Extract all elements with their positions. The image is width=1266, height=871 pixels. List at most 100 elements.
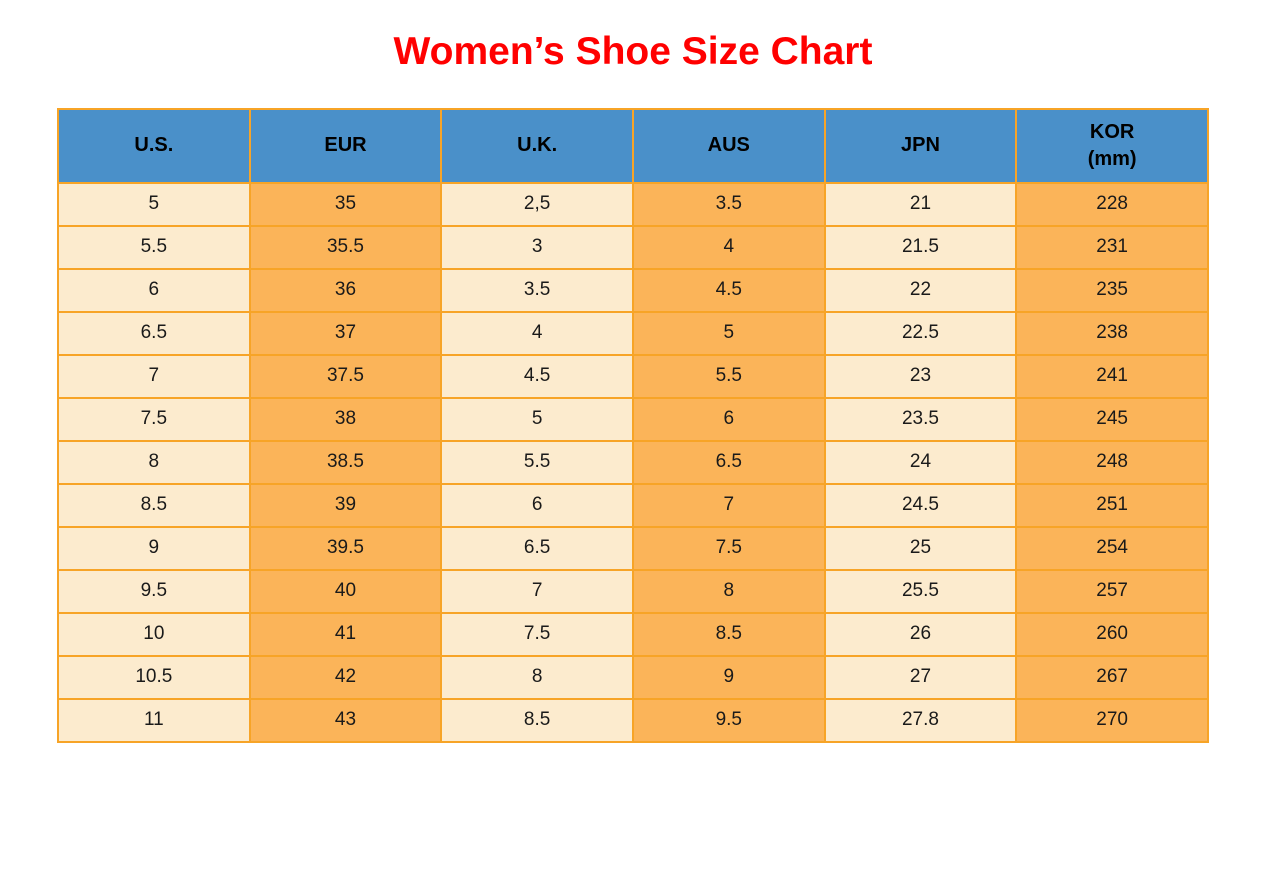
cell-kor: 248 <box>1015 439 1209 485</box>
cell-aus: 6 <box>631 396 826 442</box>
cell-eur: 41 <box>248 611 443 657</box>
table-row: 5 35 2,5 3.5 21 228 <box>57 181 1209 227</box>
table-row: 7.5 38 5 6 23.5 245 <box>57 396 1209 442</box>
table-row: 11 43 8.5 9.5 27.8 270 <box>57 697 1209 743</box>
cell-kor: 228 <box>1015 181 1209 227</box>
cell-jpn: 23 <box>823 353 1018 399</box>
cell-uk: 8 <box>440 654 634 700</box>
cell-aus: 7 <box>631 482 826 528</box>
cell-uk: 3.5 <box>440 267 634 313</box>
table-row: 5.5 35.5 3 4 21.5 231 <box>57 224 1209 270</box>
cell-jpn: 27.8 <box>823 697 1018 743</box>
column-header-kor-sublabel: (mm) <box>1087 147 1137 170</box>
column-header-jpn: JPN <box>823 107 1018 184</box>
cell-jpn: 21.5 <box>823 224 1018 270</box>
cell-eur: 38 <box>248 396 443 442</box>
column-header-kor: KOR (mm) <box>1015 107 1209 184</box>
cell-jpn: 25.5 <box>823 568 1018 614</box>
cell-us: 9.5 <box>57 568 251 614</box>
cell-kor: 241 <box>1015 353 1209 399</box>
cell-kor: 257 <box>1015 568 1209 614</box>
cell-uk: 4.5 <box>440 353 634 399</box>
cell-jpn: 26 <box>823 611 1018 657</box>
table-row: 7 37.5 4.5 5.5 23 241 <box>57 353 1209 399</box>
cell-jpn: 27 <box>823 654 1018 700</box>
cell-us: 10 <box>57 611 251 657</box>
cell-us: 10.5 <box>57 654 251 700</box>
cell-eur: 35.5 <box>248 224 443 270</box>
table-row: 6.5 37 4 5 22.5 238 <box>57 310 1209 356</box>
header-row: U.S. EUR U.K. AUS JPN KOR (mm) <box>57 107 1209 184</box>
cell-aus: 3.5 <box>631 181 826 227</box>
cell-jpn: 23.5 <box>823 396 1018 442</box>
cell-aus: 4.5 <box>631 267 826 313</box>
cell-jpn: 24 <box>823 439 1018 485</box>
cell-uk: 8.5 <box>440 697 634 743</box>
table-row: 6 36 3.5 4.5 22 235 <box>57 267 1209 313</box>
column-header-uk: U.K. <box>440 107 634 184</box>
cell-eur: 36 <box>248 267 443 313</box>
cell-us: 11 <box>57 697 251 743</box>
cell-aus: 5 <box>631 310 826 356</box>
cell-uk: 2,5 <box>440 181 634 227</box>
column-header-us: U.S. <box>57 107 251 184</box>
table-body: 5 35 2,5 3.5 21 228 5.5 35.5 3 4 21.5 231 6 36 3.5 4.5 2… <box>57 181 1209 743</box>
cell-us: 7.5 <box>57 396 251 442</box>
cell-uk: 6 <box>440 482 634 528</box>
cell-eur: 43 <box>248 697 443 743</box>
cell-jpn: 25 <box>823 525 1018 571</box>
cell-kor: 231 <box>1015 224 1209 270</box>
page-title: Women’s Shoe Size Chart <box>393 30 873 73</box>
cell-kor: 270 <box>1015 697 1209 743</box>
cell-uk: 3 <box>440 224 634 270</box>
cell-eur: 37 <box>248 310 443 356</box>
cell-jpn: 24.5 <box>823 482 1018 528</box>
cell-uk: 7.5 <box>440 611 634 657</box>
cell-kor: 254 <box>1015 525 1209 571</box>
cell-us: 7 <box>57 353 251 399</box>
cell-eur: 35 <box>248 181 443 227</box>
cell-us: 8 <box>57 439 251 485</box>
cell-aus: 7.5 <box>631 525 826 571</box>
cell-uk: 6.5 <box>440 525 634 571</box>
cell-us: 8.5 <box>57 482 251 528</box>
cell-us: 5 <box>57 181 251 227</box>
cell-aus: 9.5 <box>631 697 826 743</box>
shoe-size-table: U.S. EUR U.K. AUS JPN KOR (mm) 5 35 2,5 3.5 21 228 5… <box>57 107 1209 743</box>
cell-uk: 5 <box>440 396 634 442</box>
cell-us: 6.5 <box>57 310 251 356</box>
table-row: 9 39.5 6.5 7.5 25 254 <box>57 525 1209 571</box>
table-row: 9.5 40 7 8 25.5 257 <box>57 568 1209 614</box>
cell-kor: 235 <box>1015 267 1209 313</box>
column-header-eur: EUR <box>248 107 443 184</box>
table-row: 10.5 42 8 9 27 267 <box>57 654 1209 700</box>
cell-aus: 5.5 <box>631 353 826 399</box>
cell-kor: 245 <box>1015 396 1209 442</box>
table-row: 8.5 39 6 7 24.5 251 <box>57 482 1209 528</box>
cell-us: 5.5 <box>57 224 251 270</box>
cell-jpn: 22 <box>823 267 1018 313</box>
cell-kor: 251 <box>1015 482 1209 528</box>
cell-aus: 8.5 <box>631 611 826 657</box>
cell-kor: 238 <box>1015 310 1209 356</box>
cell-eur: 37.5 <box>248 353 443 399</box>
table-container: U.S. EUR U.K. AUS JPN KOR (mm) 5 35 2,5 3.5 21 228 5… <box>57 107 1209 743</box>
table-row: 10 41 7.5 8.5 26 260 <box>57 611 1209 657</box>
cell-eur: 42 <box>248 654 443 700</box>
cell-eur: 38.5 <box>248 439 443 485</box>
cell-kor: 260 <box>1015 611 1209 657</box>
table-header: U.S. EUR U.K. AUS JPN KOR (mm) <box>57 107 1209 184</box>
cell-aus: 6.5 <box>631 439 826 485</box>
cell-eur: 39 <box>248 482 443 528</box>
cell-aus: 4 <box>631 224 826 270</box>
cell-eur: 39.5 <box>248 525 443 571</box>
cell-aus: 9 <box>631 654 826 700</box>
column-header-aus: AUS <box>631 107 826 184</box>
cell-eur: 40 <box>248 568 443 614</box>
table-row: 8 38.5 5.5 6.5 24 248 <box>57 439 1209 485</box>
cell-aus: 8 <box>631 568 826 614</box>
cell-kor: 267 <box>1015 654 1209 700</box>
cell-us: 9 <box>57 525 251 571</box>
cell-uk: 5.5 <box>440 439 634 485</box>
cell-jpn: 21 <box>823 181 1018 227</box>
